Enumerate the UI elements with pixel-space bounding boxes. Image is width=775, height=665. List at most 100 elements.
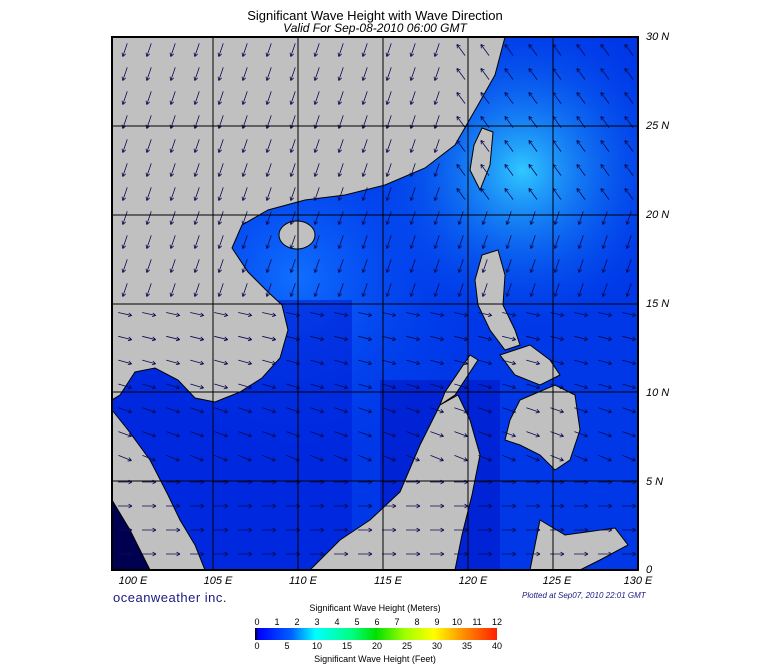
wave-arrow	[480, 91, 490, 104]
wave-arrow	[217, 91, 224, 105]
wave-arrow	[553, 235, 560, 249]
wave-arrow	[310, 335, 325, 342]
wave-arrow	[598, 335, 613, 342]
wave-arrow	[310, 407, 324, 414]
wave-arrow	[406, 359, 421, 366]
wave-arrow	[169, 211, 176, 225]
wave-arrow	[142, 359, 157, 366]
wave-arrow	[480, 163, 490, 176]
wave-arrow	[217, 235, 224, 249]
wave-arrow	[265, 211, 272, 225]
wave-arrow	[600, 43, 610, 56]
wave-arrow	[433, 139, 440, 153]
lat-label: 25 N	[646, 120, 670, 132]
wave-arrow	[576, 43, 586, 56]
wave-arrow	[289, 211, 296, 225]
feet-tick: 35	[461, 641, 473, 651]
wave-arrow	[601, 235, 608, 249]
wave-arrow	[262, 455, 276, 462]
wave-arrow	[238, 551, 253, 557]
wave-arrow	[214, 359, 229, 366]
wave-arrow	[430, 503, 445, 509]
wave-direction-arrows	[118, 43, 637, 557]
wave-arrow	[217, 163, 224, 177]
wave-arrow	[574, 359, 589, 366]
wave-arrow	[217, 43, 224, 57]
wave-arrow	[289, 67, 296, 81]
wave-arrow	[145, 163, 152, 177]
colorbar-title-feet: Significant Wave Height (Feet)	[314, 654, 436, 664]
wave-arrow	[361, 211, 368, 225]
wave-arrow	[456, 43, 466, 56]
wave-arrow	[478, 312, 493, 318]
wave-arrow	[166, 551, 181, 557]
wave-arrow	[142, 503, 157, 509]
wave-arrow	[382, 455, 396, 462]
wave-arrow	[622, 551, 637, 557]
wave-arrow	[190, 551, 205, 557]
wave-arrow	[502, 455, 516, 462]
wave-arrow	[622, 527, 637, 533]
wave-arrow	[529, 283, 536, 297]
wave-arrow	[310, 551, 325, 557]
wave-arrow	[121, 67, 128, 81]
feet-tick: 0	[254, 641, 260, 651]
wave-arrow	[430, 431, 444, 438]
wave-arrow	[600, 163, 610, 176]
wave-arrow	[577, 235, 584, 249]
wave-arrow	[121, 259, 128, 273]
wave-arrow	[361, 283, 368, 297]
wave-arrow	[598, 503, 613, 509]
wave-arrow	[526, 503, 541, 509]
wave-arrow	[262, 383, 276, 390]
wave-arrow	[553, 283, 560, 297]
land-malay-peninsula	[112, 409, 206, 570]
land-luzon	[474, 249, 521, 351]
wave-arrow	[361, 91, 368, 105]
wave-arrow	[526, 359, 541, 366]
wave-arrow	[457, 211, 464, 225]
wave-arrow	[358, 383, 372, 390]
wave-arrow	[454, 359, 469, 366]
meters-tick: 8	[414, 617, 420, 627]
wave-arrow	[430, 407, 444, 414]
wave-arrow	[169, 139, 176, 153]
wave-arrow	[382, 359, 397, 366]
wave-arrow	[310, 431, 324, 438]
wave-arrow	[145, 43, 152, 57]
wave-arrow	[528, 187, 538, 200]
wave-arrow	[574, 551, 589, 557]
wave-arrow	[409, 235, 416, 249]
wave-arrow	[169, 91, 176, 105]
wave-arrow	[142, 527, 157, 533]
wave-arrow	[190, 312, 205, 318]
wave-arrow	[574, 335, 589, 342]
wave-arrow	[337, 163, 344, 177]
wave-arrow	[382, 335, 397, 342]
wave-arrow	[430, 359, 445, 366]
wave-arrow	[526, 527, 541, 533]
feet-tick: 25	[401, 641, 413, 651]
wave-arrow	[214, 527, 229, 533]
wave-arrow	[600, 67, 610, 80]
wave-arrow	[190, 527, 205, 533]
wave-arrow	[504, 187, 514, 200]
wave-arrow	[313, 91, 320, 105]
wave-arrow	[241, 283, 248, 297]
lat-label: 30 N	[646, 31, 670, 43]
wave-arrow	[574, 383, 588, 390]
wave-arrow	[601, 211, 608, 225]
wave-arrow	[289, 283, 296, 297]
wave-arrow	[433, 163, 440, 177]
wave-arrow	[481, 235, 488, 249]
wave-arrow	[217, 283, 224, 297]
wave-arrow	[598, 383, 612, 390]
wave-arrow	[480, 67, 490, 80]
wave-arrow	[193, 43, 200, 57]
wave-arrow	[241, 91, 248, 105]
lon-label: 125 E	[542, 575, 572, 587]
wave-arrow	[385, 235, 392, 249]
wave-arrow	[238, 383, 252, 390]
meters-tick: 3	[314, 617, 320, 627]
land-visayas	[499, 344, 561, 386]
